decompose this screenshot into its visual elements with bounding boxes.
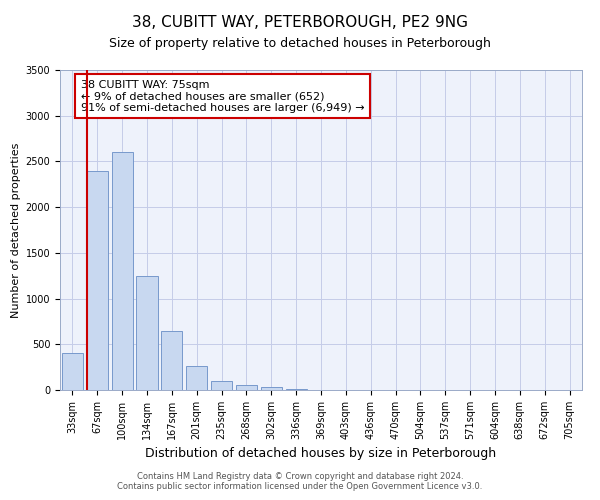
Y-axis label: Number of detached properties: Number of detached properties <box>11 142 22 318</box>
Bar <box>211 381 232 390</box>
Text: Contains public sector information licensed under the Open Government Licence v3: Contains public sector information licen… <box>118 482 482 491</box>
Bar <box>186 366 207 390</box>
Bar <box>261 388 282 390</box>
Bar <box>87 170 108 390</box>
Text: 38, CUBITT WAY, PETERBOROUGH, PE2 9NG: 38, CUBITT WAY, PETERBOROUGH, PE2 9NG <box>132 15 468 30</box>
Bar <box>112 152 133 390</box>
Text: Size of property relative to detached houses in Peterborough: Size of property relative to detached ho… <box>109 38 491 51</box>
X-axis label: Distribution of detached houses by size in Peterborough: Distribution of detached houses by size … <box>145 448 497 460</box>
Text: Contains HM Land Registry data © Crown copyright and database right 2024.: Contains HM Land Registry data © Crown c… <box>137 472 463 481</box>
Bar <box>136 276 158 390</box>
Bar <box>161 332 182 390</box>
Text: 38 CUBITT WAY: 75sqm
← 9% of detached houses are smaller (652)
91% of semi-detac: 38 CUBITT WAY: 75sqm ← 9% of detached ho… <box>81 80 365 113</box>
Bar <box>236 385 257 390</box>
Bar <box>286 388 307 390</box>
Bar <box>62 354 83 390</box>
